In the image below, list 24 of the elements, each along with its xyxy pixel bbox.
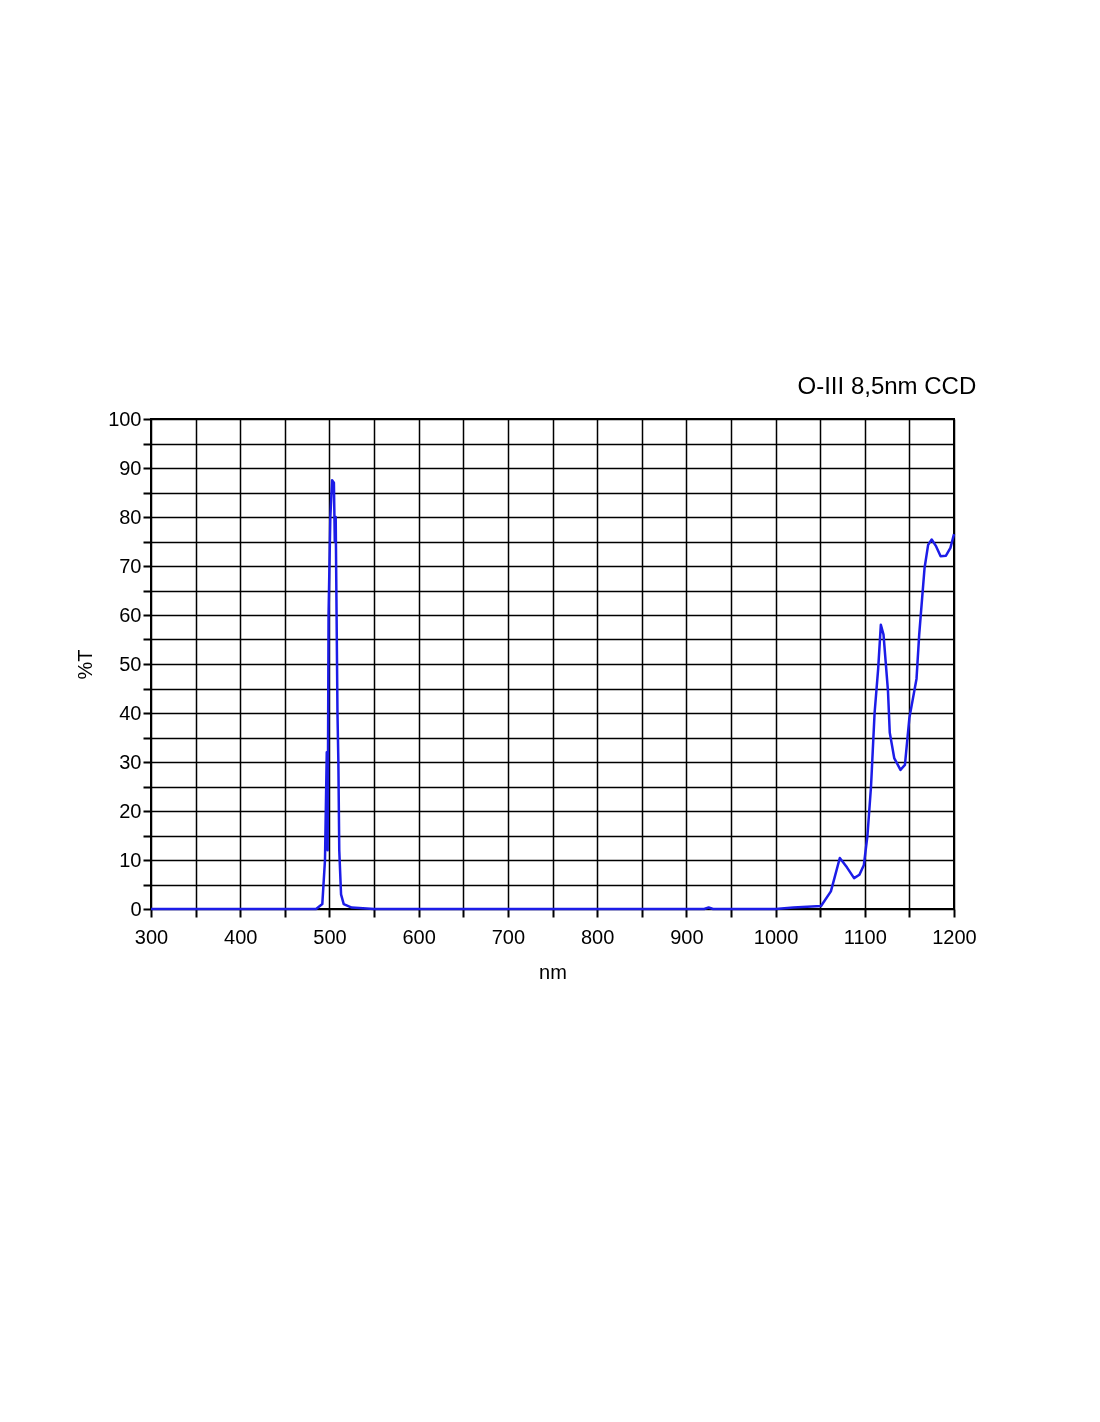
x-tick-label: 700 — [491, 925, 526, 948]
x-tick-label: 300 — [134, 925, 169, 948]
x-tick-label: 800 — [580, 925, 615, 948]
y-tick-label: 70 — [119, 554, 142, 577]
y-tick-label: 30 — [119, 750, 142, 773]
y-tick-label: 0 — [130, 897, 142, 920]
x-tick-label: 500 — [313, 925, 347, 948]
x-tick-label: 1100 — [843, 925, 887, 948]
x-tick-label: 600 — [402, 925, 436, 948]
x-tick-label: 1000 — [753, 925, 799, 948]
y-tick-label: 100 — [108, 407, 142, 430]
chart-title: O-III 8,5nm CCD — [797, 372, 977, 399]
y-tick-label: 10 — [119, 848, 142, 871]
x-tick-label: 900 — [670, 925, 704, 948]
y-tick-label: 80 — [119, 505, 142, 528]
y-tick-label: 20 — [119, 799, 142, 822]
y-axis-title: %T — [74, 649, 97, 680]
y-tick-label: 60 — [119, 603, 142, 626]
y-tick-label: 50 — [119, 652, 142, 675]
x-tick-label: 1200 — [932, 925, 977, 948]
x-axis-title: nm — [539, 960, 567, 983]
y-tick-label: 40 — [119, 701, 142, 724]
x-tick-label: 400 — [224, 925, 258, 948]
y-tick-label: 90 — [119, 456, 142, 479]
